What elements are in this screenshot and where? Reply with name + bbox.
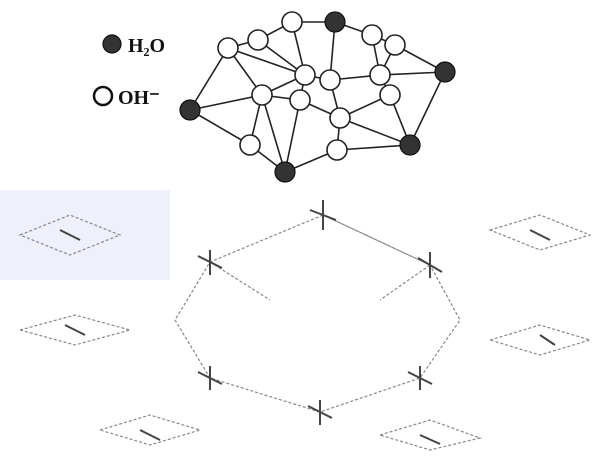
legend-label: OH⁻ <box>118 87 160 109</box>
atom <box>248 30 268 50</box>
atom <box>380 85 400 105</box>
atom <box>330 108 350 128</box>
atom <box>327 140 347 160</box>
shape <box>198 200 442 425</box>
atoms <box>180 12 455 182</box>
atom <box>295 65 315 85</box>
page: H₂O OH⁻ (() => { const data = JSON.parse… <box>0 0 604 456</box>
atom <box>282 12 302 32</box>
atom <box>252 85 272 105</box>
atom <box>385 35 405 55</box>
diagram: H₂O OH⁻ <box>0 0 604 456</box>
wash <box>0 190 170 280</box>
atom <box>435 62 455 82</box>
atom <box>240 135 260 155</box>
legend-swatch <box>103 35 121 53</box>
atom <box>370 65 390 85</box>
legend-swatch <box>94 87 112 105</box>
atom <box>325 12 345 32</box>
atom <box>180 100 200 120</box>
legend-label: H₂O <box>128 35 165 57</box>
atom <box>275 162 295 182</box>
atom <box>320 70 340 90</box>
atom <box>218 38 238 58</box>
atom <box>400 135 420 155</box>
atom <box>290 90 310 110</box>
atom <box>362 25 382 45</box>
